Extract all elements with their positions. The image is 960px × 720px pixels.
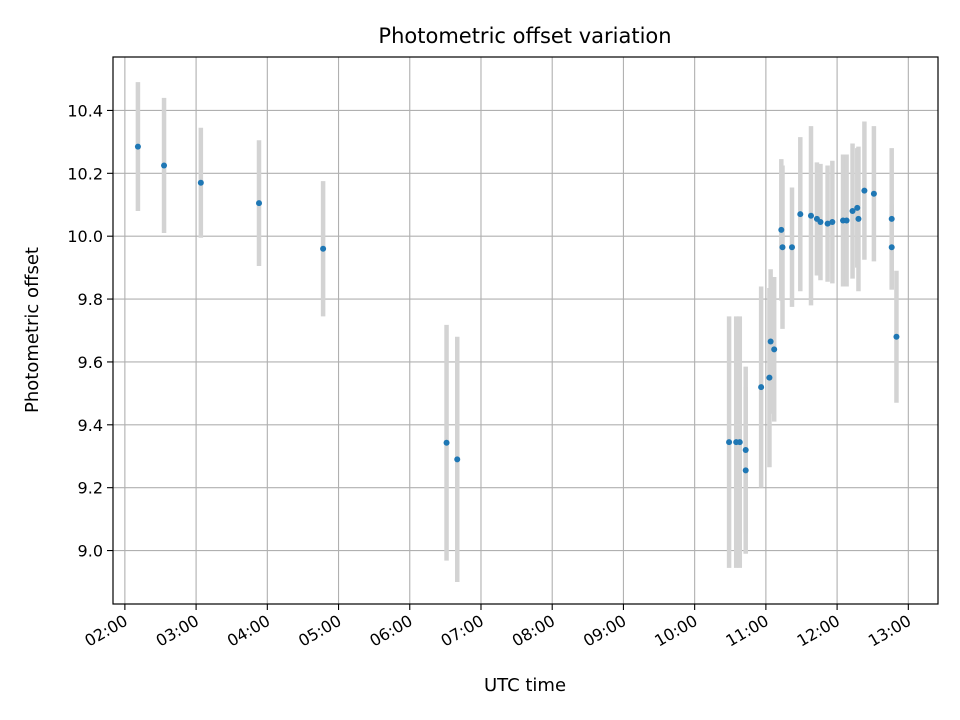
y-tick-label: 9.8 xyxy=(78,290,103,309)
data-point xyxy=(758,384,765,391)
data-point xyxy=(843,217,850,224)
x-tick-label: 11:00 xyxy=(722,611,771,651)
y-tick-label: 10.4 xyxy=(67,101,103,120)
data-point xyxy=(766,374,773,381)
data-point xyxy=(855,215,862,222)
data-point xyxy=(849,208,856,215)
data-point xyxy=(742,467,749,474)
data-point xyxy=(824,220,831,227)
data-point xyxy=(736,439,743,446)
data-point xyxy=(893,333,900,340)
x-tick-label: 05:00 xyxy=(295,611,344,651)
data-point xyxy=(767,338,774,345)
data-point xyxy=(861,187,868,194)
data-point xyxy=(817,219,824,226)
x-tick-label: 09:00 xyxy=(580,611,629,651)
data-point xyxy=(320,245,327,252)
plot-frame xyxy=(112,56,939,605)
data-point xyxy=(161,162,168,169)
data-point xyxy=(854,204,861,211)
data-point xyxy=(779,244,786,251)
y-tick-label: 10.0 xyxy=(67,227,103,246)
grid-lines xyxy=(113,57,938,604)
y-tick-label: 9.6 xyxy=(78,353,103,372)
y-tick-label: 9.2 xyxy=(78,479,103,498)
y-axis-label: Photometric offset xyxy=(22,247,43,413)
y-tick-label: 9.4 xyxy=(78,416,103,435)
x-tick-label: 04:00 xyxy=(224,611,273,651)
x-tick-label: 06:00 xyxy=(366,611,415,651)
x-tick-label: 13:00 xyxy=(865,611,914,651)
data-point xyxy=(726,439,733,446)
x-tick-label: 10:00 xyxy=(651,611,700,651)
data-points xyxy=(134,143,900,474)
chart-title: Photometric offset variation xyxy=(378,24,671,48)
y-tick-label: 9.0 xyxy=(78,542,103,561)
x-axis-label: UTC time xyxy=(484,675,566,696)
data-point xyxy=(829,219,836,226)
x-tick-label: 12:00 xyxy=(794,611,843,651)
x-tick-label: 02:00 xyxy=(81,611,130,651)
y-axis-ticks: 9.0 9.2 9.4 9.6 9.8 10.0 10.2 10.4 xyxy=(67,101,113,561)
data-point xyxy=(888,215,895,222)
data-point xyxy=(870,190,877,197)
data-point xyxy=(454,456,461,463)
data-point xyxy=(134,143,141,150)
data-point xyxy=(742,446,749,453)
data-point xyxy=(888,244,895,251)
data-point xyxy=(256,200,263,207)
data-point xyxy=(797,211,804,218)
x-tick-label: 03:00 xyxy=(153,611,202,651)
data-point xyxy=(771,346,778,353)
data-point xyxy=(197,179,204,186)
data-point xyxy=(443,439,450,446)
x-tick-label: 08:00 xyxy=(509,611,558,651)
data-point xyxy=(788,244,795,251)
error-bars xyxy=(135,82,899,582)
y-tick-label: 10.2 xyxy=(67,164,103,183)
x-axis-ticks: 02:00 03:00 04:00 05:00 06:00 07:00 08:00 09:00… xyxy=(81,604,914,651)
x-tick-label: 07:00 xyxy=(438,611,487,651)
data-point xyxy=(807,212,814,219)
data-point xyxy=(778,226,785,233)
